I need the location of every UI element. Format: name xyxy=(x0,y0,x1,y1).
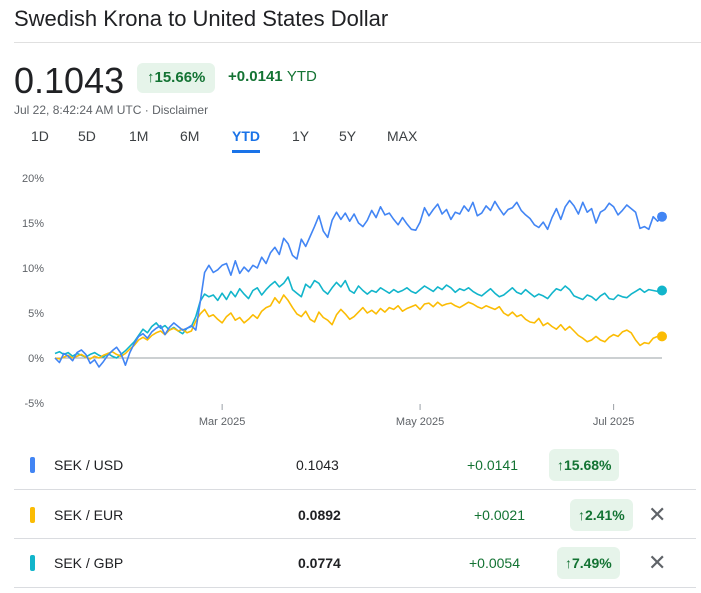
pair-label: SEK / GBP xyxy=(54,555,124,571)
series-color-swatch xyxy=(30,457,35,473)
comparison-row-sek-usd[interactable]: SEK / USD 0.1043 +0.0141 ↑15.68% xyxy=(14,440,701,490)
row-divider xyxy=(14,538,696,539)
tab-5d[interactable]: 5D xyxy=(78,128,96,144)
pair-percent-badge: ↑7.49% xyxy=(557,547,620,579)
absolute-change-period: YTD xyxy=(286,68,317,85)
series-line-sek-gbp xyxy=(54,276,663,359)
y-tick-label: 20% xyxy=(22,173,44,185)
pair-percent-badge: ↑15.68% xyxy=(549,449,620,481)
tab-1y[interactable]: 1Y xyxy=(292,128,310,144)
row-divider xyxy=(14,489,696,490)
y-tick-label: 0% xyxy=(28,353,44,365)
pair-label: SEK / EUR xyxy=(54,507,124,523)
disclaimer-link[interactable]: Disclaimer xyxy=(152,103,209,117)
header-divider xyxy=(14,42,701,43)
pair-change: +0.0021 xyxy=(474,507,525,523)
pair-rate: 0.0892 xyxy=(298,507,341,523)
comparison-row-sek-eur[interactable]: SEK / EUR 0.0892 +0.0021 ↑2.41% ✕ xyxy=(14,490,701,540)
page-title: Swedish Krona to United States Dollar xyxy=(14,6,389,31)
series-color-swatch xyxy=(30,555,35,571)
pair-rate: 0.1043 xyxy=(296,457,339,473)
y-tick-label: 10% xyxy=(22,263,44,275)
x-tick-label: Mar 2025 xyxy=(199,416,245,428)
absolute-change: +0.0141 YTD xyxy=(228,68,317,85)
absolute-change-value: +0.0141 xyxy=(228,68,283,85)
current-price: 0.1043 xyxy=(14,60,125,101)
pair-percent-badge: ↑2.41% xyxy=(570,499,633,531)
tab-max[interactable]: MAX xyxy=(387,128,418,144)
series-line-sek-usd xyxy=(54,199,663,368)
series-end-point xyxy=(657,211,667,222)
timestamp: Jul 22, 8:42:24 AM UTC xyxy=(14,103,142,117)
y-tick-label: -5% xyxy=(24,398,44,410)
series-end-point xyxy=(657,285,667,296)
y-tick-label: 5% xyxy=(28,308,44,320)
pair-change: +0.0141 xyxy=(467,457,518,473)
series-color-swatch xyxy=(30,507,35,523)
x-tick-label: Jul 2025 xyxy=(593,416,635,428)
row-divider xyxy=(14,587,696,588)
timestamp-line: Jul 22, 8:42:24 AM UTC · Disclaimer xyxy=(14,103,208,117)
remove-comparison-close-icon[interactable]: ✕ xyxy=(648,550,667,575)
ytd-line-chart[interactable]: 20% 15% 10% 5% 0% -5% Mar 2025 May 2025 Jul 2025 xyxy=(0,168,701,430)
tab-1m[interactable]: 1M xyxy=(129,128,149,144)
pair-change: +0.0054 xyxy=(469,555,520,571)
pair-rate: 0.0774 xyxy=(298,555,341,571)
tab-5y[interactable]: 5Y xyxy=(339,128,357,144)
percent-change-badge: ↑15.66% xyxy=(137,63,216,93)
remove-comparison-close-icon[interactable]: ✕ xyxy=(648,502,667,527)
tab-1d[interactable]: 1D xyxy=(31,128,49,144)
pair-label: SEK / USD xyxy=(54,457,124,473)
meta-separator: · xyxy=(144,103,149,117)
tab-ytd[interactable]: YTD xyxy=(232,128,260,153)
comparison-row-sek-gbp[interactable]: SEK / GBP 0.0774 +0.0054 ↑7.49% ✕ xyxy=(14,539,701,589)
series-end-point xyxy=(657,331,667,342)
x-tick-label: May 2025 xyxy=(396,416,444,428)
y-tick-label: 15% xyxy=(22,218,44,230)
series-line-sek-eur xyxy=(54,294,662,360)
tab-6m[interactable]: 6M xyxy=(180,128,200,144)
